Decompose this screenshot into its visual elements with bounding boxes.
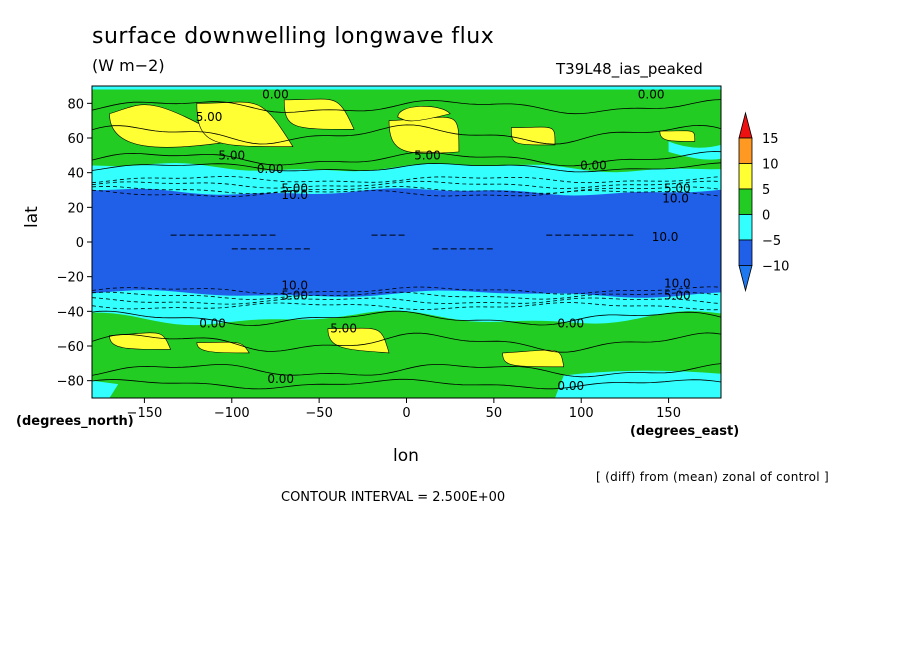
yellow-patch [511, 126, 556, 146]
y-axis-unit-label: (degrees_north) [16, 414, 134, 429]
contour-line [92, 310, 721, 326]
patch-south-polar-west [92, 380, 119, 398]
contour-label: 0.00 [580, 159, 607, 173]
colorbar-segment [738, 239, 753, 266]
contour-label: 0.00 [557, 316, 584, 330]
yellow-patch [196, 341, 250, 354]
yellow-patch [327, 327, 390, 354]
colorbar-label: 10 [762, 158, 779, 173]
y-tick-label: 0 [76, 236, 84, 251]
contour-line [92, 151, 721, 167]
yellow-patch [502, 349, 565, 368]
colorbar-label: 15 [762, 132, 779, 147]
contour-label: 0.00 [262, 88, 289, 102]
contour-label: 10.0 [664, 277, 691, 291]
contour-label: 10.0 [281, 188, 308, 202]
chart-title: surface downwelling longwave flux [92, 24, 495, 49]
yellow-patch [397, 106, 451, 122]
colorbar-label: −10 [762, 260, 789, 275]
colorbar-top-arrow [738, 111, 753, 139]
x-tick-label: 100 [569, 406, 594, 421]
contour-line [92, 185, 721, 194]
colorbar-segment [738, 214, 753, 241]
contour-label: 10.0 [662, 192, 689, 206]
contour-label: 0.00 [638, 88, 665, 102]
experiment-label: T39L48_ias_peaked [556, 60, 703, 78]
contour-line [92, 297, 721, 305]
contour-line [92, 286, 721, 295]
strip-north-pole [92, 86, 721, 90]
y-tick-label: 20 [67, 201, 84, 216]
contour-line [92, 162, 721, 173]
contour-label: 5.00 [664, 289, 691, 303]
colorbar-bottom-arrow [738, 265, 753, 293]
y-tick-label: 40 [67, 167, 84, 182]
yellow-patch [283, 98, 355, 130]
contour-line [92, 99, 721, 115]
contour-label: 0.00 [257, 162, 284, 176]
x-axis-label: lon [393, 446, 419, 466]
colorbar-label: 5 [762, 183, 770, 198]
y-tick-label: −60 [57, 340, 84, 355]
colorbar-segment [738, 137, 753, 164]
patch-south-polar [555, 370, 721, 398]
x-tick-label: 50 [486, 406, 503, 421]
contour-line [92, 291, 721, 300]
contour-interval: CONTOUR INTERVAL = 2.500E+00 [281, 490, 506, 505]
x-axis-unit-label: (degrees_east) [630, 424, 740, 439]
colorbar-label: 0 [762, 209, 770, 224]
y-tick-label: −80 [57, 375, 84, 390]
contour-line [92, 332, 721, 353]
contour-label: 5.00 [664, 181, 691, 195]
x-tick-label: −50 [305, 406, 332, 421]
contour-label: 5.00 [281, 289, 308, 303]
contour-label: 0.00 [557, 379, 584, 393]
patch-north-east [668, 141, 721, 160]
x-tick-label: −100 [214, 406, 250, 421]
y-tick-label: 80 [67, 97, 84, 112]
contour-label: 0.00 [267, 372, 294, 386]
contour-line [92, 378, 721, 390]
x-tick-label: 150 [656, 406, 681, 421]
yellow-patch [659, 130, 696, 142]
contour-label: 5.00 [330, 322, 357, 336]
contour-label: 0.00 [199, 316, 226, 330]
contour-line [92, 176, 721, 184]
diff-note: [ (diff) from (mean) zonal of control ] [596, 470, 829, 484]
contour-line [92, 189, 721, 198]
contour-line [92, 363, 721, 378]
contour-label: 5.00 [218, 148, 245, 162]
contour-label: 10.0 [281, 278, 308, 292]
contour-label: 5.00 [414, 148, 441, 162]
chart-units: (W m−2) [92, 56, 165, 75]
contour-label: 5.00 [281, 181, 308, 195]
contour-line [92, 302, 721, 311]
contour-label: 5.00 [196, 110, 223, 124]
y-tick-label: 60 [67, 132, 84, 147]
y-tick-label: −40 [57, 305, 84, 320]
contour-label: 10.0 [652, 230, 679, 244]
x-tick-label: 0 [402, 406, 410, 421]
y-tick-label: −20 [57, 271, 84, 286]
x-tick-label: −150 [127, 406, 163, 421]
contour-line [92, 124, 721, 145]
band-neg10 [92, 188, 721, 298]
colorbar-label: −5 [762, 234, 781, 249]
yellow-patch [109, 332, 172, 350]
colorbar-segment [738, 163, 753, 190]
colorbar-segment [738, 188, 753, 215]
contour-line [92, 180, 721, 189]
